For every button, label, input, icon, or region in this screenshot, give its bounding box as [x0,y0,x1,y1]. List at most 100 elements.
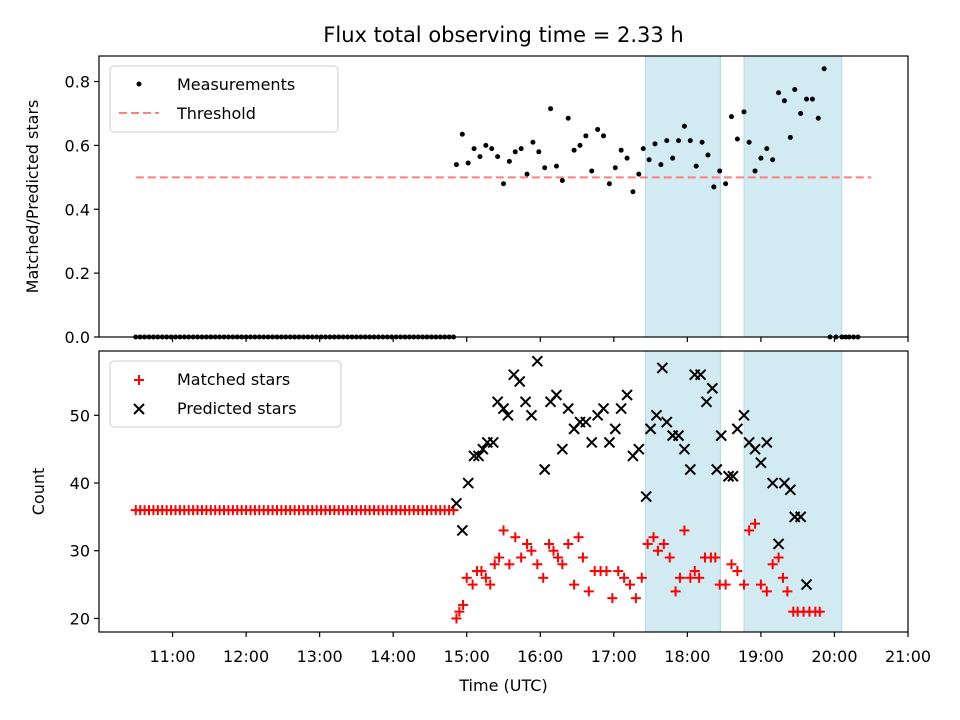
matched-stars-point [658,538,669,549]
measurements-point [483,142,489,148]
measurements-point [752,168,758,174]
y-tick-label: 50 [70,406,90,425]
x-tick-label: 13:00 [297,647,343,666]
measurements-point [792,87,798,93]
legend-matched-marker [134,375,144,385]
x-tick-label: 19:00 [738,647,784,666]
matched-stars-point [504,559,515,570]
ratio-y-axis-label: Matched/Predicted stars [23,100,42,294]
measurements-point [681,123,687,129]
matched-stars-point [538,572,549,583]
y-tick-label: 20 [70,609,90,628]
matched-stars-point [467,579,478,590]
matched-stars-point [767,559,778,570]
predicted-stars-point [749,443,761,455]
measurements-point [553,163,559,169]
matched-stars-point [642,538,653,549]
matched-stars-point [636,572,647,583]
measurements-point [601,133,607,139]
predicted-stars-point [538,463,551,476]
ratio-panel-frame [98,55,909,338]
predicted-stars-point [562,402,574,415]
measurements-point [636,171,642,177]
matched-stars-point [744,525,755,536]
matched-stars-point [544,538,555,549]
matched-stars-point [782,586,793,597]
matched-stars-point [451,613,462,624]
matched-stars-point [726,559,737,570]
measurements-point [530,139,536,145]
matched-stars-point [664,552,675,563]
x-axis-label: Time (UTC) [458,676,547,695]
measurements-point [664,138,670,144]
matched-stars-point [694,572,705,583]
matched-stars-point [777,572,788,583]
measurements-point [459,131,465,137]
predicted-stars-point [597,402,610,415]
matched-stars-point [476,566,487,577]
predicted-stars-point [661,416,673,428]
legend-measurements-label: Measurements [177,75,295,94]
legend-threshold-label: Threshold [176,104,256,123]
matched-stars-point [454,606,465,617]
matched-stars-point [607,593,618,604]
measurements-point [676,138,682,144]
matched-stars-point [583,586,594,597]
matched-stars-point [720,579,731,590]
predicted-stars-point [722,470,735,482]
matched-stars-point [522,538,533,549]
measurements-point [728,114,734,120]
matched-stars-point [685,572,696,583]
y-tick-label: 0.2 [65,264,90,283]
matched-stars-point [494,552,505,563]
measurements-point [495,154,501,160]
measurements-point [559,178,565,184]
predicted-stars-point [650,409,663,422]
predicted-stars-point [462,477,474,489]
predicted-stars-point [556,443,569,455]
observing-span-1 [644,55,721,338]
matched-stars-point [461,572,472,583]
measurements-point [758,155,764,161]
matched-stars-point [516,552,527,563]
measurements-point [652,141,658,147]
matched-stars-point [732,566,743,577]
matched-stars-point [755,579,766,590]
legend-measurements-marker [136,81,142,87]
predicted-stars-point [715,429,727,442]
predicted-stars-point [603,436,616,449]
x-tick-label: 16:00 [517,647,563,666]
matched-stars-point [679,525,690,536]
ratio-panel: 0.00.20.40.60.8 Matched/Predicted stars … [23,55,909,347]
predicted-stars-point [755,457,767,469]
legend-predicted-label: Predicted stars [177,399,297,418]
predicted-stars-point [800,578,813,591]
measurements-point [717,168,723,174]
predicted-stars-point [621,389,633,401]
measurements-point [764,146,770,152]
measurements-point [815,115,821,121]
x-tick-label: 14:00 [370,647,416,666]
matched-stars-point [552,552,563,563]
matched-stars-point [563,538,574,549]
matched-stars-point [577,552,588,563]
legend-matched-label: Matched stars [177,370,290,389]
measurements-point [571,147,577,153]
x-tick-label: 11:00 [149,647,195,666]
predicted-stars-point [580,416,592,428]
predicted-stars-point [678,443,691,455]
predicted-stars-point [672,429,685,442]
predicted-stars-point [497,402,510,415]
y-tick-label: 30 [70,542,90,561]
matched-stars-point [532,559,543,570]
predicted-stars-point [727,470,739,482]
chart-title: Flux total observing time = 2.33 h [323,23,683,47]
matched-stars-point [601,566,612,577]
predicted-stars-point [519,396,532,408]
count-y-axis-label: Count [29,468,48,516]
x-tick-label: 15:00 [444,647,490,666]
matched-stars-point [624,579,635,590]
matched-stars-point [675,572,686,583]
predicted-stars-point [609,423,621,435]
